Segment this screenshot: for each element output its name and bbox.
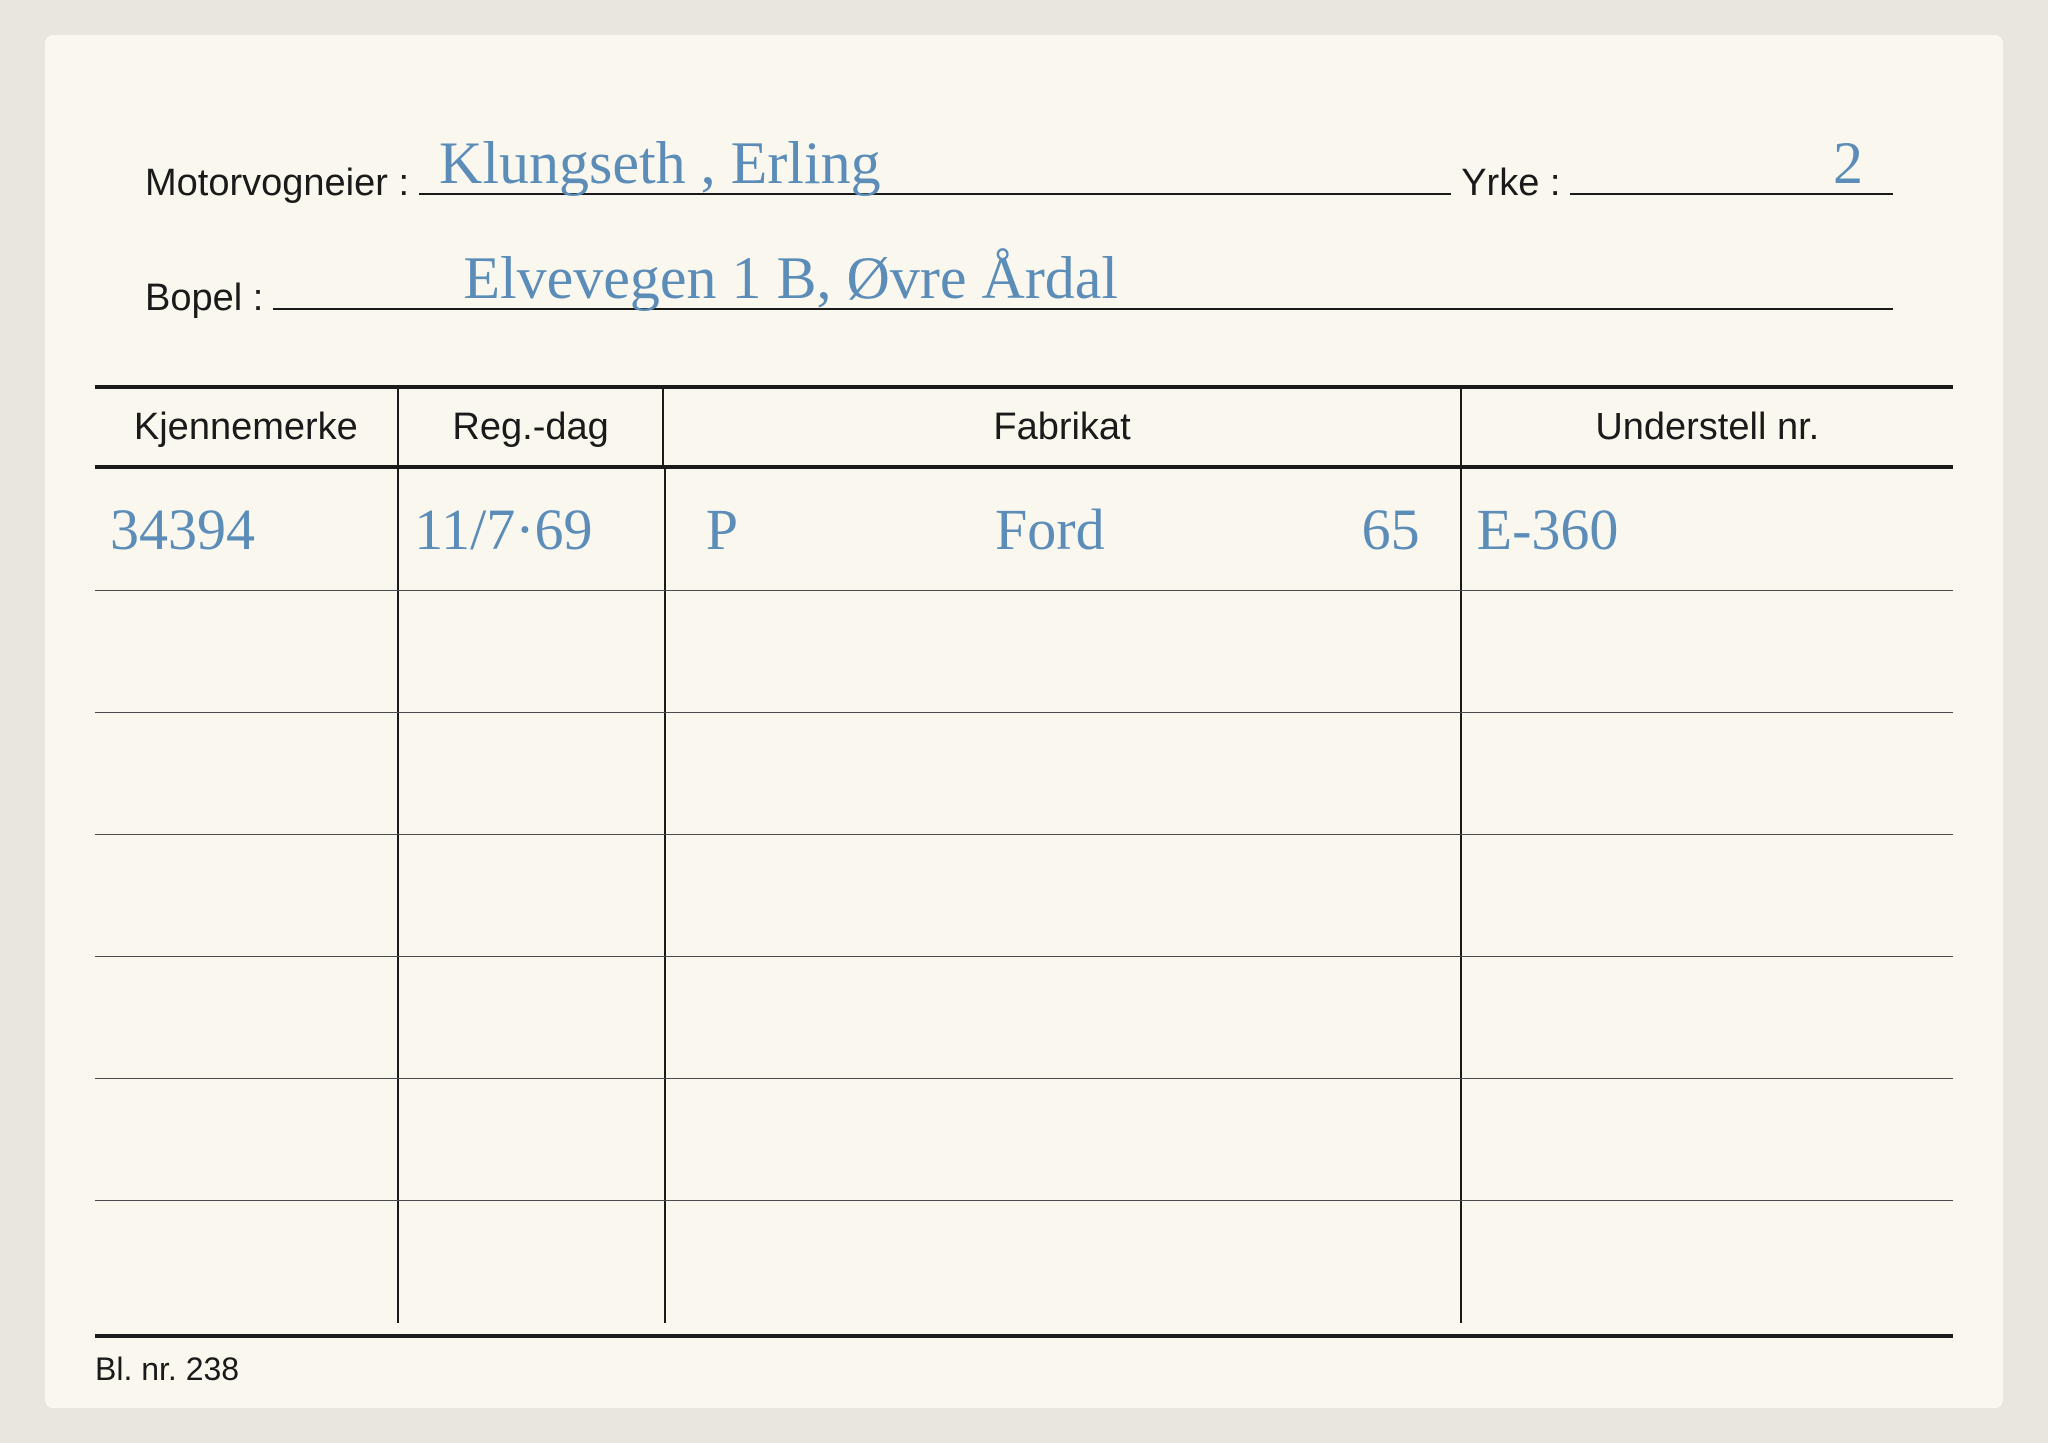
cell-empty — [95, 713, 399, 834]
card-inner: Motorvogneier : Klungseth , Erling Yrke … — [45, 35, 2003, 1323]
bopel-label: Bopel : — [145, 277, 263, 320]
cell-empty — [666, 1201, 1462, 1323]
col-header-kjennemerke: Kjennemerke — [95, 389, 399, 465]
cell-empty — [95, 591, 399, 712]
table-row — [95, 713, 1953, 835]
form-id: Bl. nr. 238 — [95, 1351, 239, 1388]
owner-value: Klungseth , Erling — [439, 129, 881, 198]
cell-empty — [399, 1079, 665, 1200]
table-row — [95, 957, 1953, 1079]
cell-empty — [95, 835, 399, 956]
cell-empty — [1462, 1079, 1953, 1200]
col-header-fabrikat: Fabrikat — [664, 389, 1461, 465]
bopel-field: Elvevegen 1 B, Øvre Årdal — [273, 250, 1893, 310]
col-header-reg-dag: Reg.-dag — [399, 389, 665, 465]
table-row — [95, 835, 1953, 957]
cell-empty — [399, 713, 665, 834]
table-row — [95, 591, 1953, 713]
cell-kjennemerke: 34394 — [95, 469, 399, 590]
cell-empty — [399, 835, 665, 956]
cell-empty — [399, 957, 665, 1078]
yrke-field: 2 — [1570, 135, 1893, 195]
owner-field: Klungseth , Erling — [419, 135, 1451, 195]
cell-empty — [95, 1201, 399, 1323]
cell-empty — [666, 835, 1462, 956]
col-header-understell: Understell nr. — [1462, 389, 1953, 465]
cell-empty — [666, 957, 1462, 1078]
cell-empty — [1462, 713, 1953, 834]
cell-empty — [95, 1079, 399, 1200]
cell-empty — [1462, 591, 1953, 712]
cell-reg-dag: 11/7·69 — [399, 469, 665, 590]
bopel-row: Bopel : Elvevegen 1 B, Øvre Årdal — [145, 250, 1903, 320]
cell-empty — [666, 591, 1462, 712]
table-body: 34394 11/7·69 P Ford 65 E-360 — [95, 469, 1953, 1323]
yrke-value: 2 — [1833, 129, 1863, 198]
cell-empty — [1462, 1201, 1953, 1323]
bopel-value: Elvevegen 1 B, Øvre Årdal — [463, 244, 1118, 313]
header-section: Motorvogneier : Klungseth , Erling Yrke … — [95, 35, 1953, 385]
cell-empty — [1462, 835, 1953, 956]
registration-card: Motorvogneier : Klungseth , Erling Yrke … — [45, 35, 2003, 1408]
owner-label: Motorvogneier : — [145, 162, 409, 205]
cell-empty — [95, 957, 399, 1078]
owner-row: Motorvogneier : Klungseth , Erling Yrke … — [145, 135, 1903, 205]
cell-empty — [666, 713, 1462, 834]
reg-dag-value: 11/7·69 — [414, 496, 592, 563]
table-row: 34394 11/7·69 P Ford 65 E-360 — [95, 469, 1953, 591]
cell-empty — [666, 1079, 1462, 1200]
table-row — [95, 1079, 1953, 1201]
yrke-label: Yrke : — [1461, 162, 1560, 205]
cell-fabrikat: P Ford 65 — [666, 469, 1462, 590]
kjennemerke-value: 34394 — [110, 496, 255, 563]
table-row — [95, 1201, 1953, 1323]
cell-empty — [399, 1201, 665, 1323]
table-section: Kjennemerke Reg.-dag Fabrikat Understell… — [95, 385, 1953, 1323]
fabrikat-name: Ford — [995, 496, 1105, 563]
understell-value: E-360 — [1477, 496, 1619, 563]
fabrikat-prefix: P — [706, 496, 738, 563]
cell-empty — [399, 591, 665, 712]
fabrikat-year: 65 — [1362, 496, 1420, 563]
cell-empty — [1462, 957, 1953, 1078]
cell-understell: E-360 — [1462, 469, 1953, 590]
table-header-row: Kjennemerke Reg.-dag Fabrikat Understell… — [95, 389, 1953, 469]
bottom-rule — [95, 1334, 1953, 1338]
fabrikat-content: P Ford 65 — [681, 496, 1445, 563]
